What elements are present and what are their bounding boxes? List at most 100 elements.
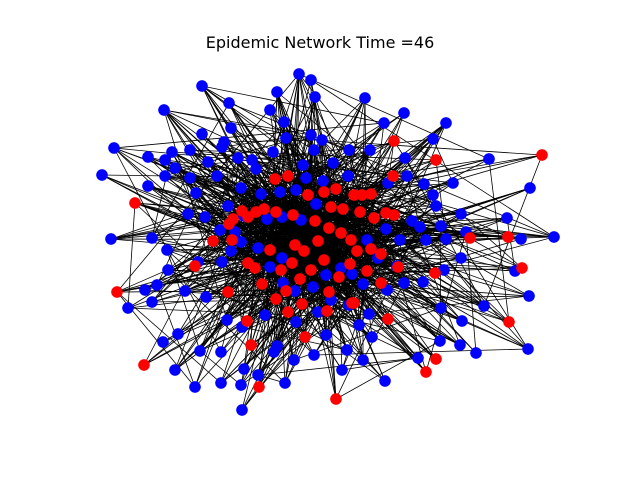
susceptible-node (320, 329, 332, 341)
susceptible-node (316, 134, 328, 146)
infected-node (318, 254, 330, 266)
edge (247, 216, 437, 360)
infected-node (365, 188, 377, 200)
susceptible-node (194, 345, 206, 357)
infected-node (345, 234, 357, 246)
infected-node (323, 286, 335, 298)
edge (204, 121, 285, 218)
susceptible-node (146, 232, 158, 244)
susceptible-node (142, 151, 154, 163)
infected-node (429, 267, 441, 279)
edge (199, 350, 242, 386)
edge (380, 236, 555, 284)
susceptible-node (223, 97, 235, 109)
edge (465, 231, 477, 354)
infected-node (312, 235, 324, 247)
infected-node (298, 245, 310, 257)
susceptible-node (189, 381, 201, 393)
edge (506, 217, 516, 272)
edge (299, 244, 348, 351)
edge (241, 326, 348, 351)
edge (197, 257, 284, 263)
susceptible-node (394, 234, 406, 246)
infected-node (286, 257, 298, 269)
susceptible-node (309, 91, 321, 103)
susceptible-node (353, 319, 365, 331)
infected-node (111, 286, 123, 298)
infected-node (245, 339, 257, 351)
edge (199, 237, 285, 352)
edge (143, 261, 199, 366)
infected-node (241, 315, 253, 327)
susceptible-node (447, 177, 459, 189)
edge (298, 73, 490, 160)
susceptible-node (238, 363, 250, 375)
edge (163, 109, 228, 321)
susceptible-node (255, 188, 267, 200)
susceptible-node (222, 200, 234, 212)
infected-node (351, 245, 363, 257)
infected-node (375, 277, 387, 289)
susceptible-node (199, 211, 211, 223)
susceptible-node (435, 302, 447, 314)
susceptible-node (430, 200, 442, 212)
infected-node (223, 218, 235, 230)
susceptible-node (343, 144, 355, 156)
susceptible-node (108, 142, 120, 154)
edge (488, 158, 510, 323)
infected-node (392, 261, 404, 273)
susceptible-node (225, 245, 237, 257)
infected-node (138, 359, 150, 371)
edge (294, 208, 462, 215)
infected-node (275, 264, 287, 276)
edge (304, 122, 447, 242)
infected-node (348, 297, 360, 309)
edge (326, 310, 373, 338)
susceptible-node (280, 132, 292, 144)
susceptible-node (161, 244, 173, 256)
susceptible-node (310, 198, 322, 210)
susceptible-node (455, 208, 467, 220)
susceptible-node (366, 331, 378, 343)
edge (399, 239, 510, 323)
infected-node (330, 393, 342, 405)
susceptible-node (454, 339, 466, 351)
infected-node (516, 262, 528, 274)
edge (143, 290, 287, 366)
susceptible-node (264, 261, 276, 273)
infected-node (258, 203, 270, 215)
edge (163, 109, 329, 258)
edges-layer (101, 73, 555, 411)
infected-node (309, 215, 321, 227)
edge (359, 175, 408, 213)
susceptible-node (190, 187, 202, 199)
susceptible-node (300, 172, 312, 184)
infected-node (325, 201, 337, 213)
susceptible-node (159, 154, 171, 166)
susceptible-node (501, 212, 513, 224)
susceptible-node (305, 129, 317, 141)
susceptible-node (363, 308, 375, 320)
susceptible-node (483, 153, 495, 165)
susceptible-node (379, 375, 391, 387)
edge (303, 211, 361, 258)
susceptible-node (271, 86, 283, 98)
edge (177, 261, 223, 335)
infected-node (253, 381, 265, 393)
infected-node (388, 209, 400, 221)
susceptible-node (215, 377, 227, 389)
edge (298, 73, 389, 320)
infected-node (294, 273, 306, 285)
susceptible-node (252, 369, 264, 381)
susceptible-node (196, 80, 208, 92)
infected-node (222, 286, 234, 298)
susceptible-node (166, 146, 178, 158)
edge (325, 239, 352, 336)
infected-node (333, 271, 345, 283)
susceptible-node (288, 354, 300, 366)
infected-node (249, 262, 261, 274)
infected-node (430, 154, 442, 166)
susceptible-node (427, 189, 439, 201)
susceptible-node (221, 314, 233, 326)
